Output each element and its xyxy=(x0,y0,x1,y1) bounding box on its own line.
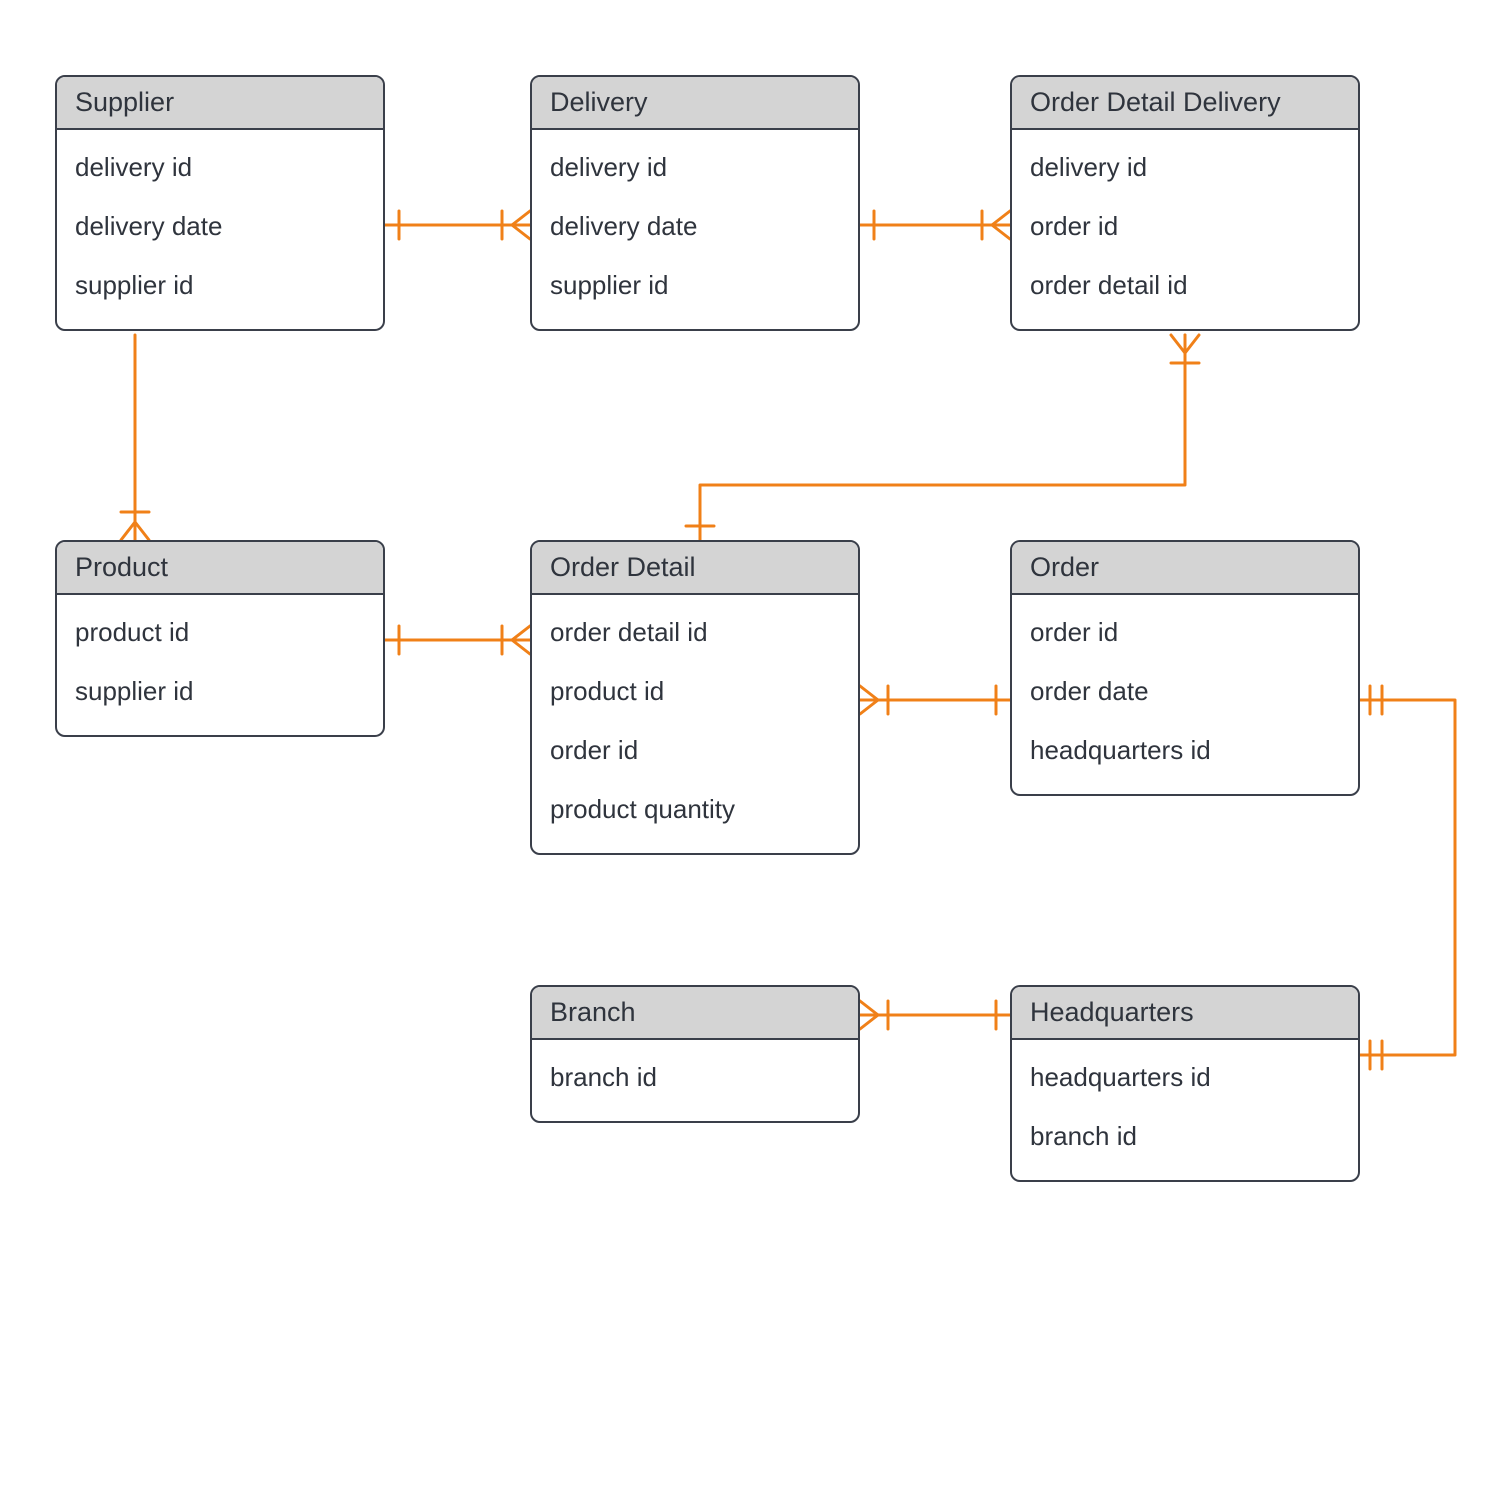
entity-title: Order Detail xyxy=(532,542,858,595)
entity-attributes: order detail idproduct idorder idproduct… xyxy=(532,595,858,853)
entity-attr: delivery id xyxy=(550,138,840,197)
relationship-edge xyxy=(385,211,530,239)
entity-attr: product quantity xyxy=(550,780,840,839)
entity-title: Supplier xyxy=(57,77,383,130)
relationship-edge xyxy=(860,1001,1010,1029)
entity-branch: Branch branch id xyxy=(530,985,860,1123)
entity-attributes: order idorder dateheadquarters id xyxy=(1012,595,1358,794)
entity-attributes: delivery iddelivery datesupplier id xyxy=(57,130,383,329)
entity-attributes: delivery iddelivery datesupplier id xyxy=(532,130,858,329)
entity-attributes: headquarters idbranch id xyxy=(1012,1040,1358,1180)
entity-attr: product id xyxy=(75,603,365,662)
relationship-edge xyxy=(860,211,1010,239)
entity-attributes: branch id xyxy=(532,1040,858,1121)
entity-attr: order detail id xyxy=(550,603,840,662)
entity-attr: headquarters id xyxy=(1030,1048,1340,1107)
entity-product: Productproduct idsupplier id xyxy=(55,540,385,737)
entity-attr: order id xyxy=(1030,603,1340,662)
relationship-edge xyxy=(1360,686,1455,1069)
entity-attr: supplier id xyxy=(550,256,840,315)
entity-title: Delivery xyxy=(532,77,858,130)
entity-attr: delivery id xyxy=(75,138,365,197)
entity-attr: order id xyxy=(550,721,840,780)
entity-attr: order detail id xyxy=(1030,256,1340,315)
entity-odd: Order Detail Deliverydelivery idorder id… xyxy=(1010,75,1360,331)
er-diagram-canvas: Supplierdelivery iddelivery datesupplier… xyxy=(0,0,1500,1500)
entity-attr: branch id xyxy=(550,1048,840,1107)
entity-supplier: Supplierdelivery iddelivery datesupplier… xyxy=(55,75,385,331)
entity-title: Headquarters xyxy=(1012,987,1358,1040)
relationship-edge xyxy=(860,686,1010,714)
entity-attr: branch id xyxy=(1030,1107,1340,1166)
entity-attr: product id xyxy=(550,662,840,721)
relationship-edge xyxy=(385,626,530,654)
entity-title: Branch xyxy=(532,987,858,1040)
entity-attr: supplier id xyxy=(75,662,365,721)
entity-attr: order date xyxy=(1030,662,1340,721)
entity-title: Product xyxy=(57,542,383,595)
entity-order: Orderorder idorder dateheadquarters id xyxy=(1010,540,1360,796)
entity-attr: delivery id xyxy=(1030,138,1340,197)
entity-attributes: delivery idorder idorder detail id xyxy=(1012,130,1358,329)
entity-attr: supplier id xyxy=(75,256,365,315)
relationship-edge xyxy=(121,335,149,540)
entity-hq: Headquartersheadquarters idbranch id xyxy=(1010,985,1360,1182)
entity-orderdet: Order Detailorder detail idproduct idord… xyxy=(530,540,860,855)
entity-attr: delivery date xyxy=(75,197,365,256)
entity-title: Order xyxy=(1012,542,1358,595)
entity-attr: headquarters id xyxy=(1030,721,1340,780)
relationship-edge xyxy=(686,335,1199,540)
entity-attr: order id xyxy=(1030,197,1340,256)
entity-delivery: Deliverydelivery iddelivery datesupplier… xyxy=(530,75,860,331)
entity-title: Order Detail Delivery xyxy=(1012,77,1358,130)
entity-attr: delivery date xyxy=(550,197,840,256)
entity-attributes: product idsupplier id xyxy=(57,595,383,735)
